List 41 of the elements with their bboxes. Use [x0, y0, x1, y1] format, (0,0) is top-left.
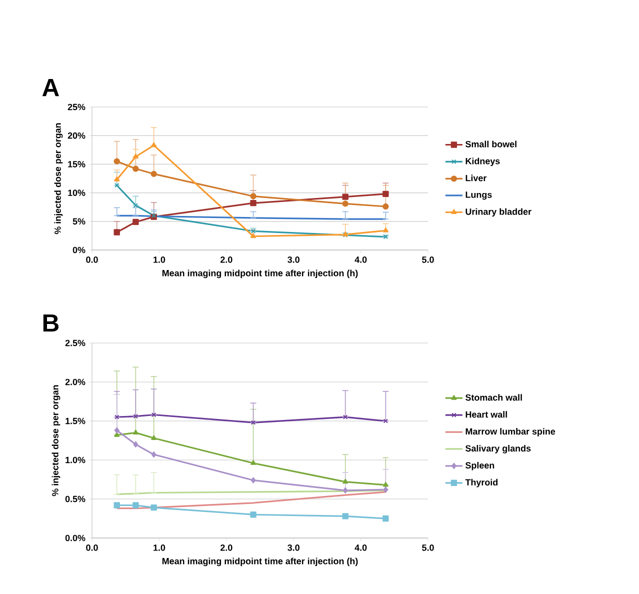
y-tick-label: 10% [68, 190, 86, 196]
legend-label: Thyroid [465, 478, 498, 488]
y-tick-label: 0.5% [65, 496, 86, 502]
x-axis-title: Mean imaging midpoint time after injection (h) [162, 558, 358, 566]
x-tick-label: 2.0 [220, 544, 232, 551]
y-tick-label: 0.0% [65, 534, 86, 542]
chart-title: A [42, 79, 60, 96]
y-tick-label: 1.5% [66, 418, 86, 424]
y-tick-label: 1.0% [66, 456, 86, 464]
x-tick-label: 0.0 [86, 256, 98, 263]
legend-label: Spleen [465, 462, 494, 470]
x-axis-title: Mean imaging midpoint time after injection (h) [162, 270, 358, 278]
y-axis-title: % injected dose per organ [52, 385, 60, 496]
legend-label: Lungs [466, 192, 492, 200]
legend-label: Heart wall [466, 411, 507, 418]
y-tick-label: 2.5% [65, 340, 86, 346]
legend-label: Urinary bladder [466, 208, 532, 217]
x-tick-label: 3.0 [288, 544, 300, 551]
legend-label: Marrow lumbar spine [466, 428, 556, 436]
x-tick-label: 4.0 [354, 544, 367, 551]
y-tick-label: 15% [68, 161, 86, 168]
legend-label: Stomach wall [465, 394, 522, 401]
x-tick-label: 4.0 [354, 256, 367, 263]
x-tick-label: 2.0 [220, 256, 232, 263]
chart-title: B [43, 314, 59, 332]
y-tick-label: 25% [68, 104, 86, 110]
x-tick-label: 5.0 [422, 256, 434, 263]
legend-label: Small bowel [465, 140, 516, 148]
x-tick-label: 1.0 [154, 544, 166, 551]
x-tick-label: 5.0 [422, 544, 434, 551]
legend-label: Kidneys [466, 158, 500, 166]
x-tick-label: 3.0 [288, 256, 300, 263]
x-tick-label: 1.0 [154, 256, 166, 263]
y-tick-label: 2.0% [65, 378, 86, 386]
y-tick-label: 20% [68, 132, 86, 139]
y-tick-label: 0% [72, 246, 86, 254]
legend-label: Liver [466, 174, 487, 182]
legend-label: Salivary glands [465, 444, 531, 454]
x-tick-label: 0.0 [86, 544, 98, 551]
y-axis-title: % injected dose per organ [54, 123, 63, 234]
y-tick-label: 5% [72, 218, 86, 225]
